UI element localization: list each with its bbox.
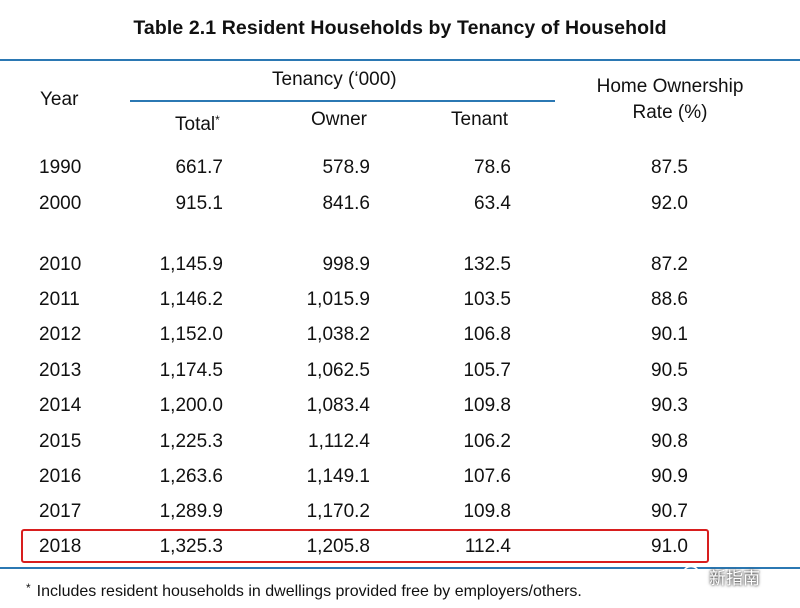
cell-total: 1,174.5 (159, 360, 223, 381)
cell-total: 1,263.6 (159, 466, 223, 487)
cell-owner: 1,170.2 (306, 501, 370, 522)
cell-year: 2000 (39, 193, 82, 214)
highlight-box-2018 (21, 529, 709, 563)
cell-year: 2012 (39, 324, 82, 345)
cell-total: 1,145.9 (159, 254, 223, 275)
cell-owner: 1,062.5 (306, 360, 370, 381)
table-title: Table 2.1 Resident Households by Tenancy… (133, 17, 667, 39)
header-home-ownership-line1: Home Ownership (596, 76, 744, 97)
cell-year: 2010 (39, 254, 82, 275)
cell-tenant: 105.7 (463, 360, 511, 381)
watermark-text: 新指南 (709, 568, 760, 588)
cell-owner: 1,015.9 (306, 289, 370, 310)
cell-year: 2017 (39, 501, 82, 522)
header-home-ownership-rate: Home Ownership Rate (%) (560, 74, 780, 126)
cell-rate: 90.7 (651, 501, 688, 522)
top-rule (0, 59, 800, 61)
cell-tenant: 106.8 (463, 324, 511, 345)
cell-tenant: 63.4 (474, 193, 511, 214)
table-row: 2014 1,200.0 1,083.4 109.8 90.3 (0, 391, 800, 421)
cell-total: 1,289.9 (159, 501, 223, 522)
cell-year: 2016 (39, 466, 82, 487)
header-year: Year (40, 89, 79, 110)
table-row: 2017 1,289.9 1,170.2 109.8 90.7 (0, 497, 800, 527)
cell-owner: 578.9 (322, 157, 370, 178)
cell-total: 1,152.0 (159, 324, 223, 345)
cell-total: 661.7 (175, 157, 223, 178)
cell-owner: 1,149.1 (306, 466, 370, 487)
footnote: * Includes resident households in dwellin… (26, 581, 582, 601)
cell-tenant: 107.6 (463, 466, 511, 487)
cell-owner: 998.9 (322, 254, 370, 275)
cell-total: 1,200.0 (159, 395, 223, 416)
cell-year: 2014 (39, 395, 82, 416)
header-home-ownership-line2: Rate (%) (632, 102, 708, 123)
header-total: Total* (175, 108, 220, 137)
cell-owner: 1,205.8 (306, 536, 370, 557)
cell-rate: 90.1 (651, 324, 688, 345)
table-row: 2012 1,152.0 1,038.2 106.8 90.1 (0, 320, 800, 350)
header-owner: Owner (311, 109, 367, 130)
footnote-text: Includes resident households in dwelling… (36, 583, 582, 600)
table-row: 2000 915.1 841.6 63.4 92.0 (0, 189, 800, 219)
tenancy-group-rule (130, 100, 555, 102)
cell-total: 1,146.2 (159, 289, 223, 310)
cell-rate: 92.0 (651, 193, 688, 214)
cell-tenant: 109.8 (463, 395, 511, 416)
wechat-icon (683, 565, 705, 588)
cell-rate: 88.6 (651, 289, 688, 310)
cell-tenant: 78.6 (474, 157, 511, 178)
footnote-marker: * (26, 581, 31, 595)
header-tenant: Tenant (451, 109, 509, 130)
cell-year: 2011 (39, 289, 80, 310)
cell-rate: 90.9 (651, 466, 688, 487)
cell-owner: 841.6 (322, 193, 370, 214)
cell-owner: 1,112.4 (308, 431, 370, 452)
cell-rate: 91.0 (651, 536, 688, 557)
header-total-label: Total (175, 114, 216, 135)
bottom-rule (0, 567, 800, 569)
table-row: 2015 1,225.3 1,112.4 106.2 90.8 (0, 427, 800, 457)
watermark: 新指南 (683, 565, 760, 588)
table-row: 1990 661.7 578.9 78.6 87.5 (0, 153, 800, 183)
header-tenancy: Tenancy (‘000) (272, 69, 397, 90)
table-row-highlighted: 2018 1,325.3 1,205.8 112.4 91.0 (0, 532, 800, 562)
table-row: 2016 1,263.6 1,149.1 107.6 90.9 (0, 462, 800, 492)
cell-total: 1,325.3 (159, 536, 223, 557)
cell-owner: 1,038.2 (306, 324, 370, 345)
table-row: 2010 1,145.9 998.9 132.5 87.2 (0, 250, 800, 280)
table-row: 2011 1,146.2 1,015.9 103.5 88.6 (0, 285, 800, 315)
cell-tenant: 112.4 (464, 536, 511, 557)
cell-rate: 90.8 (651, 431, 688, 452)
cell-owner: 1,083.4 (306, 395, 370, 416)
cell-rate: 90.5 (651, 360, 688, 381)
cell-tenant: 106.2 (463, 431, 511, 452)
cell-tenant: 103.5 (463, 289, 511, 310)
cell-year: 2013 (39, 360, 82, 381)
cell-tenant: 132.5 (463, 254, 511, 275)
table-row: 2013 1,174.5 1,062.5 105.7 90.5 (0, 356, 800, 386)
cell-total: 1,225.3 (159, 431, 223, 452)
cell-year: 2015 (39, 431, 82, 452)
cell-tenant: 109.8 (463, 501, 511, 522)
cell-rate: 87.2 (651, 254, 688, 275)
cell-year: 1990 (39, 157, 82, 178)
cell-rate: 87.5 (651, 157, 688, 178)
header-total-footnote-marker: * (215, 113, 220, 127)
cell-rate: 90.3 (651, 395, 688, 416)
cell-year: 2018 (39, 536, 82, 557)
cell-total: 915.1 (175, 193, 223, 214)
